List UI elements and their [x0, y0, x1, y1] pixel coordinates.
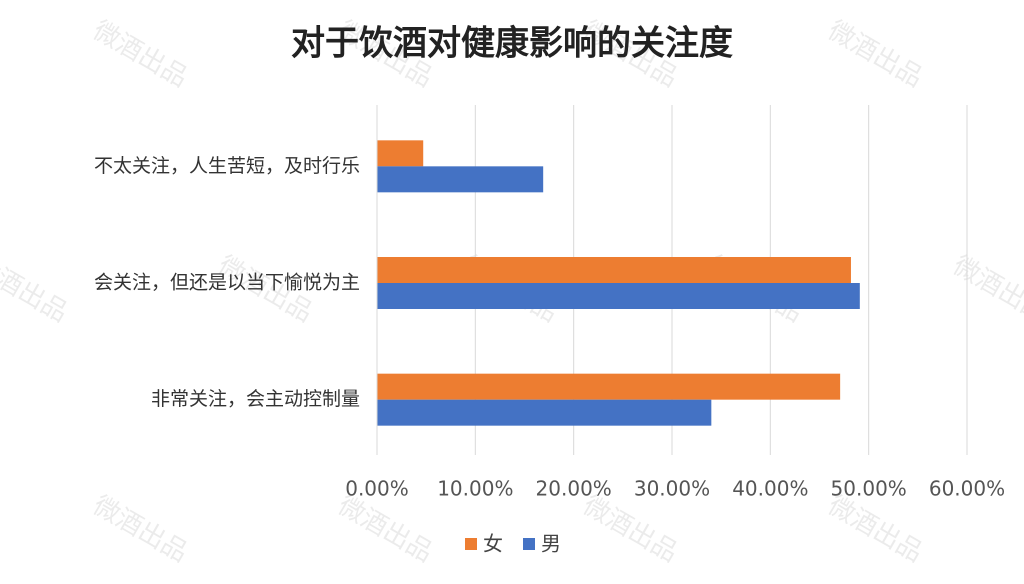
legend-swatch: [523, 538, 535, 550]
bar: [377, 257, 851, 283]
y-tick-label: 不太关注，人生苦短，及时行乐: [94, 155, 360, 177]
x-tick-label: 0.00%: [345, 477, 409, 501]
x-tick-label: 50.00%: [831, 477, 907, 501]
x-tick-label: 60.00%: [929, 477, 1005, 501]
bar: [377, 283, 860, 309]
bar: [377, 140, 424, 167]
bar: [377, 399, 712, 426]
legend-label: 女: [483, 532, 503, 556]
legend-swatch: [465, 538, 477, 550]
x-tick-label: 30.00%: [634, 477, 710, 501]
x-tick-label: 20.00%: [536, 477, 612, 501]
y-tick-label: 会关注，但还是以当下愉悦为主: [94, 272, 360, 294]
x-tick-label: 10.00%: [437, 477, 513, 501]
legend-label: 男: [541, 532, 561, 556]
chart-title: 对于饮酒对健康影响的关注度: [291, 24, 733, 64]
x-tick-label: 40.00%: [732, 477, 808, 501]
bar: [377, 166, 544, 193]
bar: [377, 373, 841, 400]
y-tick-label: 非常关注，会主动控制量: [151, 388, 360, 410]
